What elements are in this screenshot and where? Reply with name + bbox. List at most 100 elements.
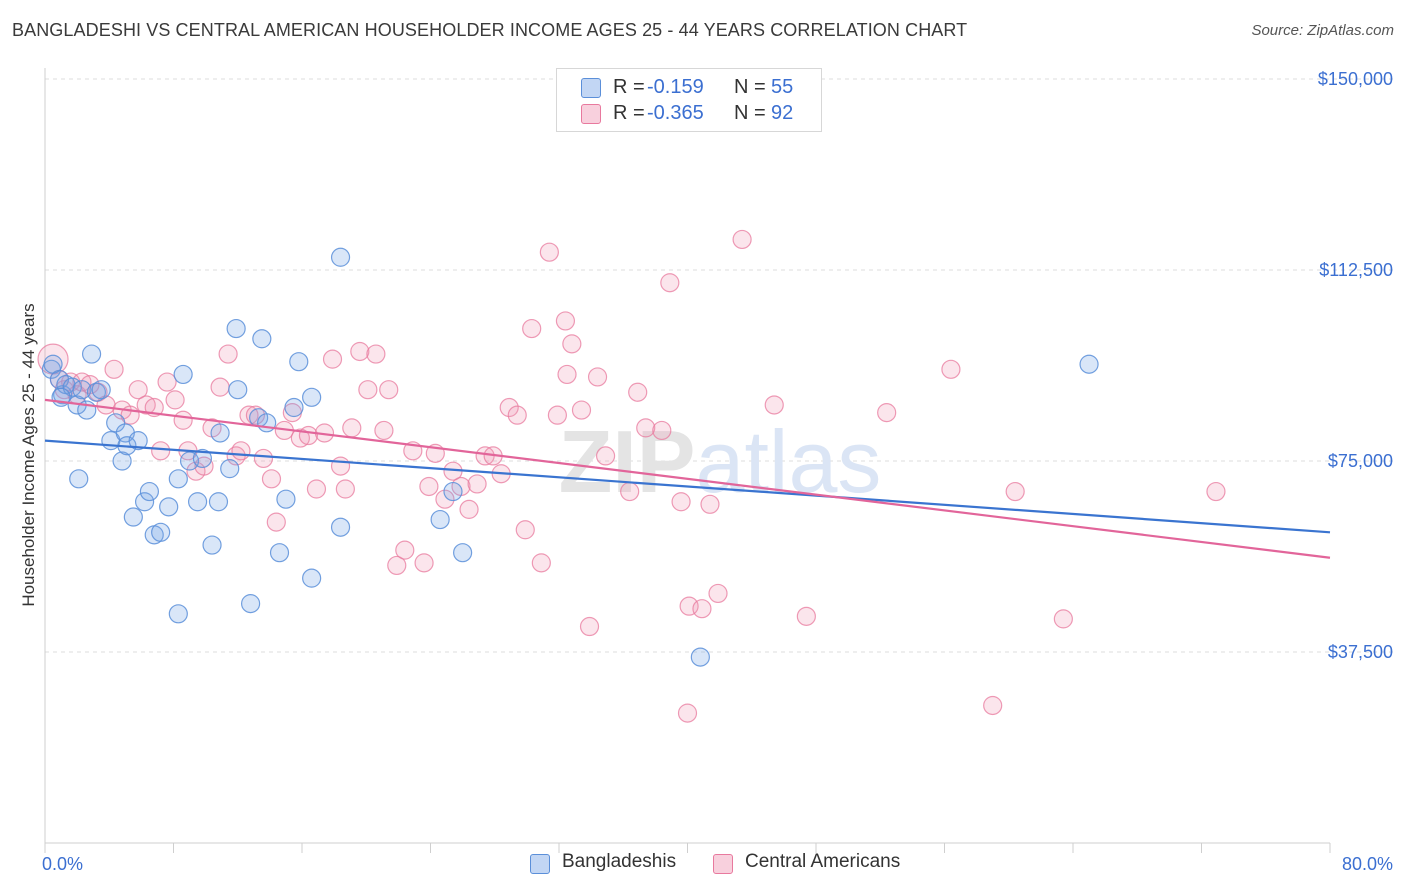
bangladeshis-point (43, 354, 63, 374)
bangladeshis-point (443, 481, 463, 502)
bangladeshis-point (187, 492, 208, 512)
central-americans-point (708, 583, 728, 604)
central-americans-point (636, 418, 656, 438)
central-americans-point (322, 349, 343, 369)
bangladeshis-point (168, 469, 188, 489)
central-americans-point (522, 318, 542, 339)
legend-r-value: -0.159 (647, 76, 704, 98)
y-tick-label: $75,000 (1328, 451, 1393, 471)
bangladeshis-point (106, 413, 126, 433)
bottom-legend-label: Bangladeshis (562, 851, 677, 872)
bangladeshis-point (210, 423, 230, 443)
central-americans-point (652, 420, 672, 441)
bangladeshis-point (430, 509, 450, 530)
bangladeshis-point (276, 489, 296, 509)
bangladeshis-point (202, 535, 222, 555)
central-americans-point (507, 405, 527, 425)
bangladeshis-point (269, 543, 290, 563)
bottom-legend-label: Central Americans (745, 851, 901, 872)
source-label: Source: ZipAtlas.com (1251, 22, 1394, 39)
central-americans-point (306, 479, 327, 499)
watermark-atlas: atlas (696, 412, 882, 511)
central-americans-point (796, 606, 816, 626)
bangladeshis-point (228, 380, 248, 400)
central-americans-point (173, 410, 193, 430)
central-americans-point (700, 494, 720, 514)
central-americans-point (671, 492, 691, 512)
central-americans-point (335, 479, 355, 499)
central-americans-point (435, 489, 455, 509)
central-americans-point (983, 695, 1003, 716)
central-americans-point (677, 703, 698, 723)
axes (44, 68, 1331, 853)
bangladeshis-point (173, 364, 193, 385)
central-americans-point (374, 420, 394, 441)
central-americans-point (764, 395, 784, 415)
central-americans-point (128, 380, 148, 400)
y-tick-label: $150,000 (1318, 69, 1393, 89)
legend-n-label: N = (734, 102, 766, 124)
legend-n-label: N = (734, 76, 766, 98)
legend-r-value: -0.365 (647, 102, 704, 124)
central-americans-point (395, 540, 415, 560)
bangladeshis-point (226, 318, 246, 339)
bangladeshis-point (123, 507, 143, 527)
central-americans-point (562, 334, 582, 354)
central-americans-point (515, 520, 535, 540)
bangladeshis-point (91, 380, 111, 400)
central-americans-point (467, 474, 487, 494)
central-americans-point (555, 311, 576, 331)
central-americans-point (539, 242, 559, 262)
watermark-zip: ZIP (559, 412, 696, 511)
central-americans-point (210, 377, 230, 397)
x-tick-label-max: 80.0% (1342, 854, 1393, 874)
bangladeshis-point (192, 448, 213, 469)
bangladeshis-point (453, 543, 473, 563)
central-americans-point (231, 441, 251, 461)
central-americans-point (620, 481, 640, 502)
central-americans-point (342, 418, 362, 438)
central-americans-point (104, 359, 124, 379)
legend-r-label: R = (613, 102, 645, 124)
y-axis-label: Householder Income Ages 25 - 44 years (19, 303, 38, 606)
central-americans-point (298, 425, 319, 446)
y-tick-label: $112,500 (1319, 260, 1393, 280)
central-americans-point (579, 616, 600, 637)
bangladeshis-point (330, 517, 351, 537)
central-americans-point (547, 405, 567, 425)
bangladeshis-point (151, 522, 171, 542)
chart-title: BANGLADESHI VS CENTRAL AMERICAN HOUSEHOL… (12, 20, 968, 40)
bangladeshis-points (41, 247, 1099, 667)
central-americans-point (459, 499, 479, 519)
bangladeshis-point (1079, 354, 1099, 374)
bangladeshis-point (330, 247, 351, 267)
central-americans-point (366, 344, 386, 364)
legend-swatch-blue (581, 78, 601, 98)
central-americans-point (330, 456, 351, 476)
bangladeshis-point (690, 647, 710, 667)
central-americans-point (595, 446, 616, 466)
bangladeshis-point (81, 344, 102, 364)
central-americans-point (941, 359, 961, 379)
central-americans-point (499, 397, 519, 418)
bangladeshis-point (302, 387, 322, 407)
central-americans-point (218, 344, 238, 364)
central-americans-point (194, 456, 214, 476)
central-americans-point (628, 382, 648, 402)
central-americans-point (414, 553, 434, 573)
legend-swatch-pink (581, 104, 601, 124)
central-americans-point (350, 341, 370, 362)
central-americans-point (692, 599, 712, 619)
central-americans-point (261, 469, 282, 489)
bangladeshis-point (302, 568, 322, 588)
bangladeshis-point (168, 604, 188, 624)
central-americans-point (732, 229, 752, 250)
central-americans-point (419, 476, 439, 497)
trend-lines (44, 398, 1331, 559)
central-americans-point (1005, 481, 1025, 502)
bottom-legend-swatch-pink (713, 854, 733, 874)
correlation-legend: R = -0.159 N = 55 R = -0.365 N = 92 (556, 68, 822, 132)
central-americans-point (266, 512, 286, 532)
central-americans-point (660, 273, 680, 293)
